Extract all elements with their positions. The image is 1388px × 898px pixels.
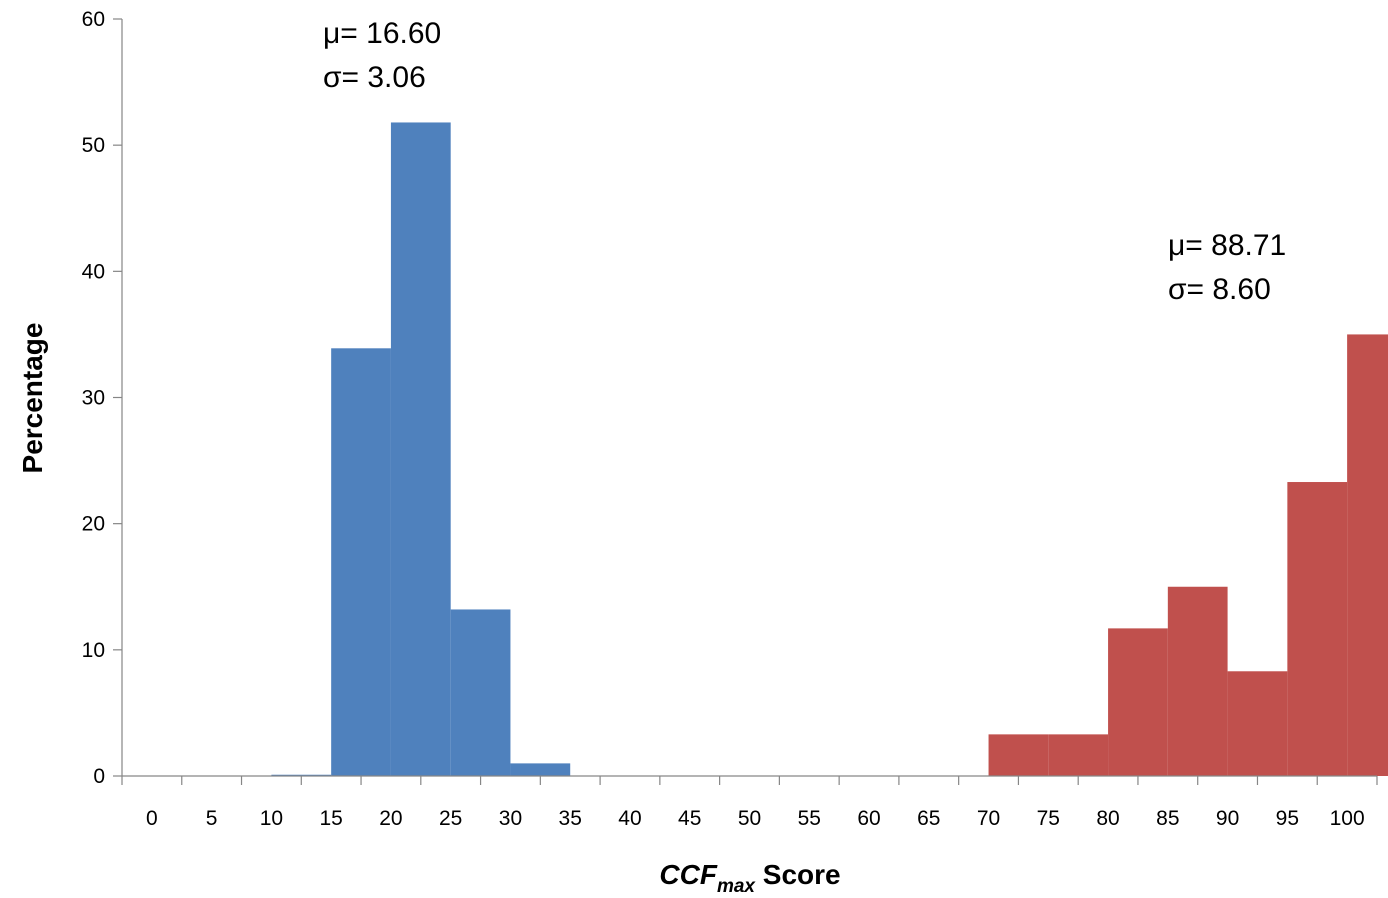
- x-tick-label-25: 25: [439, 807, 462, 830]
- x-tick-label-15: 15: [319, 807, 342, 830]
- bar-series2-70: [988, 734, 1049, 776]
- bar-series1-20: [390, 122, 451, 776]
- y-tick-label-20: 20: [82, 513, 105, 536]
- x-tick-label-30: 30: [499, 807, 522, 830]
- bar-series1-10: [271, 774, 332, 776]
- y-tick-label-50: 50: [82, 134, 105, 157]
- x-tick-label-5: 5: [206, 807, 218, 830]
- annotation-left-mu: μ= 16.60: [323, 17, 441, 50]
- x-ticks-group: 0 5 10 15 20 25 30 35 40 45 50 55 60 65 70 75 80 85 90 95 10…: [121, 776, 1378, 830]
- x-tick-label-65: 65: [917, 807, 940, 830]
- y-tick-label-30: 30: [82, 387, 105, 410]
- x-tick-label-40: 40: [618, 807, 641, 830]
- x-tick-label-0: 0: [146, 807, 158, 830]
- x-tick-label-35: 35: [559, 807, 582, 830]
- x-axis-title: CCFmax Score: [659, 859, 840, 897]
- annotation-left-sigma: σ= 3.06: [323, 61, 426, 94]
- x-tick-label-100: 100: [1330, 807, 1365, 830]
- x-tick-label-50: 50: [738, 807, 761, 830]
- x-tick-label-60: 60: [857, 807, 880, 830]
- bar-series1-25: [450, 609, 511, 776]
- bar-series2-85: [1167, 586, 1228, 776]
- bar-series2-75: [1048, 734, 1109, 776]
- bar-series1-30: [510, 763, 571, 776]
- x-tick-label-95: 95: [1276, 807, 1299, 830]
- x-tick-label-55: 55: [798, 807, 821, 830]
- x-tick-label-80: 80: [1096, 807, 1119, 830]
- annotation-right-mu: μ= 88.71: [1168, 229, 1286, 262]
- x-tick-label-20: 20: [379, 807, 402, 830]
- bar-series2-90: [1227, 671, 1288, 776]
- y-tick-label-60: 60: [82, 8, 105, 31]
- bar-series2-100: [1347, 334, 1388, 776]
- x-tick-label-75: 75: [1037, 807, 1060, 830]
- x-tick-label-90: 90: [1216, 807, 1239, 830]
- y-tick-label-40: 40: [82, 260, 105, 283]
- bar-series2-80: [1108, 628, 1168, 776]
- bar-series1-15: [331, 348, 391, 776]
- bars-group: [271, 122, 1388, 776]
- x-axis-title-suffix: Score: [755, 859, 841, 890]
- x-tick-label-45: 45: [678, 807, 701, 830]
- x-axis-title-subscript: max: [717, 876, 756, 897]
- x-tick-label-10: 10: [260, 807, 283, 830]
- x-tick-label-70: 70: [977, 807, 1000, 830]
- bar-series2-95: [1287, 482, 1348, 776]
- x-axis-title-main: CCF: [659, 859, 717, 890]
- annotation-right-sigma: σ= 8.60: [1168, 273, 1271, 306]
- x-tick-label-85: 85: [1156, 807, 1179, 830]
- y-ticks-group: 0 10 20 30 40 50 60: [82, 8, 122, 788]
- y-axis-title: Percentage: [17, 323, 48, 474]
- y-tick-label-10: 10: [82, 639, 105, 662]
- y-tick-label-0: 0: [93, 765, 105, 788]
